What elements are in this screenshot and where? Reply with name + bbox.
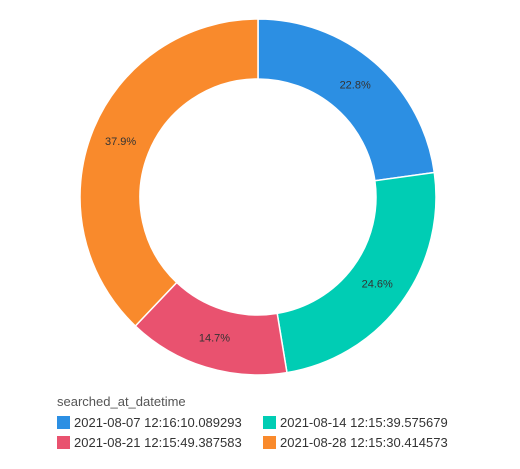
donut-slice-1[interactable] xyxy=(257,18,436,182)
legend-item-1[interactable]: 2021-08-07 12:16:10.089293 xyxy=(57,415,263,430)
legend-item-2[interactable]: 2021-08-14 12:15:39.575679 xyxy=(263,415,469,430)
legend-label: 2021-08-07 12:16:10.089293 xyxy=(74,415,242,430)
donut-slice-4[interactable] xyxy=(79,18,259,328)
legend-item-3[interactable]: 2021-08-21 12:15:49.387583 xyxy=(57,435,263,450)
legend-title: searched_at_datetime xyxy=(57,394,186,409)
slice-label-4: 37.9% xyxy=(105,136,136,148)
legend-swatch xyxy=(57,436,70,449)
legend-swatch xyxy=(57,416,70,429)
slice-label-3: 14.7% xyxy=(199,332,230,344)
slice-label-2: 24.6% xyxy=(362,279,393,291)
donut-chart: 22.8% 24.6% 14.7% 37.9% xyxy=(79,18,437,376)
legend: searched_at_datetime 2021-08-07 12:16:10… xyxy=(57,394,497,450)
legend-label: 2021-08-14 12:15:39.575679 xyxy=(280,415,448,430)
legend-label: 2021-08-21 12:15:49.387583 xyxy=(74,435,242,450)
legend-swatch xyxy=(263,416,276,429)
slice-label-1: 22.8% xyxy=(340,79,371,91)
legend-items: 2021-08-07 12:16:10.089293 2021-08-14 12:… xyxy=(57,415,497,450)
legend-label: 2021-08-28 12:15:30.414573 xyxy=(280,435,448,450)
legend-swatch xyxy=(263,436,276,449)
donut-slice-2[interactable] xyxy=(276,171,437,374)
legend-item-4[interactable]: 2021-08-28 12:15:30.414573 xyxy=(263,435,469,450)
